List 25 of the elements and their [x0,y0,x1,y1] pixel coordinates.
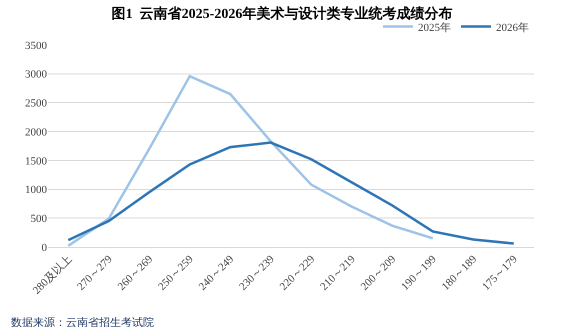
x-tick-label: 175～179 [480,252,520,293]
y-tick-label: 1500 [25,155,48,168]
line-series [67,141,515,245]
line-series [67,74,434,247]
x-tick-label: 220～229 [278,252,318,293]
chart-title: 图1 云南省2025-2026年美术与设计类专业统考成绩分布 [112,4,452,22]
y-tick-label: 3000 [25,68,48,81]
x-tick-label: 180～189 [440,252,480,293]
x-tick-label: 280及以上 [30,252,74,297]
x-tick-label: 200～209 [358,252,399,293]
x-tick-label: 270～279 [75,252,116,293]
x-tick-label: 260～269 [116,252,156,293]
x-tick-label: 210～219 [318,252,358,293]
legend-label: 2025年 [418,22,451,34]
y-tick-label: 1000 [25,184,48,196]
y-tick-label: 500 [30,212,48,225]
x-tick-label: 230～239 [237,252,278,293]
y-tick-label: 2000 [25,126,48,138]
y-tick-label: 2500 [25,98,48,110]
x-tick-label: 250～259 [156,252,196,293]
y-tick-label: 0 [42,242,48,254]
legend-label: 2026年 [496,22,529,34]
y-tick-label: 3500 [25,40,48,52]
x-tick-label: 190～199 [399,252,440,293]
x-tick-label: 240～249 [196,252,237,293]
